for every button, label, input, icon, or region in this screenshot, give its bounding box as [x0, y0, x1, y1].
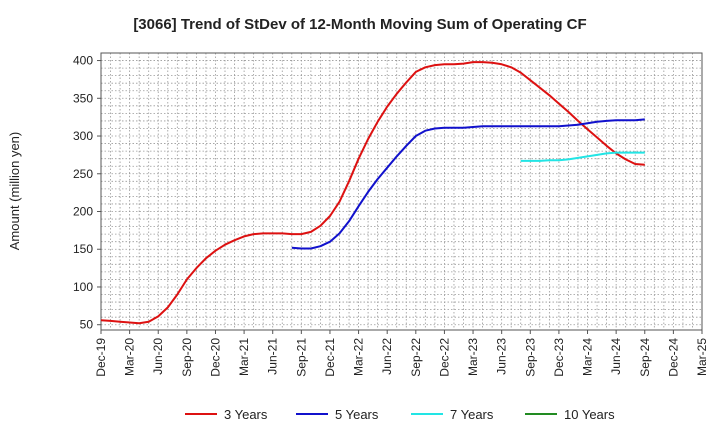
x-tick-label: Dec-21: [323, 338, 337, 377]
x-axis: Dec-19 Mar-20 Jun-20 Sep-20 Dec-20 Mar-21 Jun-…: [94, 330, 709, 377]
x-tick-label: Dec-24: [666, 338, 680, 377]
y-tick-label: 300: [73, 129, 93, 143]
x-tick-label: Mar-23: [466, 338, 480, 376]
x-tick-label: Jun-23: [495, 338, 509, 375]
x-tick-label: Mar-21: [237, 338, 251, 376]
x-tick-label: Mar-24: [581, 338, 595, 376]
x-tick-label: Sep-20: [180, 338, 194, 377]
x-tick-label: Dec-22: [437, 338, 451, 377]
x-tick-label: Sep-22: [409, 338, 423, 377]
y-axis-label: Amount (million yen): [7, 132, 22, 251]
legend-label: 10 Years: [564, 407, 615, 422]
x-tick-label: Jun-24: [609, 338, 623, 375]
x-tick-label: Dec-19: [94, 338, 108, 377]
x-tick-label: Mar-20: [123, 338, 137, 376]
y-tick-label: 250: [73, 167, 93, 181]
legend-label: 5 Years: [335, 407, 379, 422]
x-tick-label: Jun-22: [380, 338, 394, 375]
x-tick-label: Sep-24: [638, 338, 652, 377]
y-tick-label: 100: [73, 280, 93, 294]
x-tick-label: Jun-21: [266, 338, 280, 375]
plot-area: [101, 53, 702, 330]
legend: 3 Years 5 Years 7 Years 10 Years: [185, 407, 615, 422]
x-tick-label: Jun-20: [151, 338, 165, 375]
series-lines: [100, 61, 645, 325]
series-line-3: [520, 151, 645, 162]
x-tick-label: Sep-21: [294, 338, 308, 377]
grid-lines: [101, 53, 702, 330]
y-tick-label: 200: [73, 205, 93, 219]
series-line-2: [291, 118, 645, 250]
series-line-1: [100, 61, 645, 325]
chart-title: [3066] Trend of StDev of 12-Month Moving…: [133, 16, 586, 33]
legend-label: 3 Years: [224, 407, 268, 422]
plot-frame: [100, 52, 703, 331]
y-tick-label: 400: [73, 54, 93, 68]
legend-label: 7 Years: [450, 407, 494, 422]
x-tick-label: Sep-23: [523, 338, 537, 377]
x-tick-label: Dec-20: [208, 338, 222, 377]
y-axis: 50 100 150 200 250 300 350 400: [73, 54, 101, 332]
x-tick-label: Dec-23: [552, 338, 566, 377]
y-tick-label: 150: [73, 242, 93, 256]
x-tick-label: Mar-22: [352, 338, 366, 376]
y-tick-label: 350: [73, 91, 93, 105]
y-tick-label: 50: [80, 318, 94, 332]
x-tick-label: Mar-25: [695, 338, 709, 376]
